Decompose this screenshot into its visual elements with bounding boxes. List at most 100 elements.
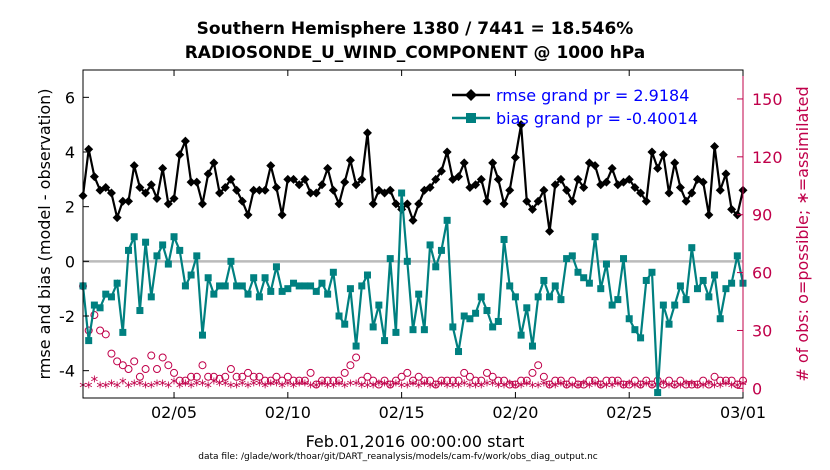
obs-possible-marker — [192, 372, 201, 381]
obs-possible-marker — [204, 372, 213, 381]
obs-assimilated-marker: * — [694, 378, 702, 396]
rmse-point — [197, 199, 207, 209]
rmse-point — [180, 136, 190, 146]
obs-assimilated-marker: * — [665, 378, 673, 396]
obs-possible-marker — [482, 368, 491, 377]
obs-assimilated-marker: * — [460, 376, 468, 394]
legend-bias-label: bias grand pr = -0.40014 — [496, 109, 698, 128]
rmse-point — [471, 180, 481, 190]
rmse-point — [704, 210, 714, 220]
obs-possible-marker — [323, 376, 332, 385]
bias-point — [540, 276, 548, 284]
obs-assimilated-marker: * — [375, 376, 383, 394]
bias-point — [324, 290, 332, 298]
obs-assimilated-marker: * — [421, 376, 429, 394]
bias-point — [534, 293, 542, 301]
bias-point — [580, 274, 588, 282]
bias-point — [170, 233, 178, 241]
right-tick-label: 60 — [752, 264, 772, 283]
x-tick-label: 02/15 — [379, 403, 425, 422]
data-file-footnote: data file: /glade/work/thoar/git/DART_re… — [198, 452, 598, 462]
rmse-point — [220, 183, 230, 193]
obs-assimilated-marker: * — [330, 378, 338, 396]
bias-point — [233, 282, 241, 290]
bias-point — [665, 320, 673, 328]
rmse-point — [283, 174, 293, 184]
bias-point — [136, 307, 144, 315]
rmse-point — [101, 183, 111, 193]
obs-possible-marker — [585, 376, 594, 385]
obs-possible-marker — [665, 376, 674, 385]
obs-assimilated-marker: * — [267, 376, 275, 394]
obs-assimilated-marker: * — [563, 378, 571, 396]
obs-assimilated-marker: * — [113, 378, 121, 396]
obs-possible-marker — [135, 372, 144, 381]
left-tick-label: -2 — [59, 307, 75, 326]
obs-possible-marker — [386, 380, 395, 389]
obs-assimilated-marker: * — [455, 378, 463, 396]
obs-possible-marker — [522, 376, 531, 385]
bias-point — [119, 328, 127, 336]
bias-point — [551, 282, 559, 290]
obs-possible-marker — [147, 351, 156, 360]
left-tick-label: 0 — [65, 252, 75, 271]
obs-possible-marker — [300, 376, 309, 385]
obs-possible-marker — [198, 361, 207, 370]
rmse-point — [89, 172, 99, 182]
obs-assimilated-marker: * — [637, 378, 645, 396]
rmse-point — [562, 185, 572, 195]
rmse-point — [425, 183, 435, 193]
obs-assimilated-marker: * — [597, 378, 605, 396]
obs-assimilated-marker: * — [472, 378, 480, 396]
bias-point — [147, 293, 155, 301]
obs-assimilated-marker: * — [119, 375, 127, 393]
x-tick-label: 03/01 — [720, 403, 766, 422]
rmse-point — [129, 161, 139, 171]
obs-assimilated-marker: * — [210, 375, 218, 393]
bias-point — [455, 348, 463, 356]
obs-possible-marker — [630, 376, 639, 385]
obs-possible-marker — [141, 365, 150, 374]
bias-point — [250, 274, 258, 282]
bias-point — [403, 257, 411, 265]
bias-point — [688, 244, 696, 252]
bias-point — [415, 290, 423, 298]
obs-possible-marker — [369, 376, 378, 385]
rmse-point — [647, 147, 657, 157]
rmse-point — [215, 188, 225, 198]
obs-assimilated-marker: * — [404, 378, 412, 396]
bias-point — [711, 271, 719, 279]
rmse-point — [351, 180, 361, 190]
obs-assimilated-marker: * — [540, 376, 548, 394]
legend-rmse-marker — [465, 89, 477, 101]
obs-assimilated-marker: * — [318, 376, 326, 394]
bias-point — [523, 304, 531, 312]
obs-assimilated-marker: * — [688, 376, 696, 394]
obs-assimilated-marker: * — [261, 378, 269, 396]
obs-possible-marker — [420, 376, 429, 385]
rmse-point — [522, 196, 532, 206]
bias-point — [267, 287, 275, 295]
rmse-point — [232, 185, 242, 195]
rmse-point — [658, 150, 668, 160]
obs-possible-marker — [534, 361, 543, 370]
obs-assimilated-marker: * — [130, 376, 138, 394]
rmse-point — [442, 147, 452, 157]
legend-rmse-label: rmse grand pr = 2.9184 — [496, 86, 689, 105]
bias-point — [676, 282, 684, 290]
obs-possible-marker — [403, 368, 412, 377]
bias-point — [506, 282, 514, 290]
bias-point — [591, 233, 599, 241]
bias-point — [642, 276, 650, 284]
bias-point — [255, 293, 263, 301]
rmse-point — [590, 161, 600, 171]
obs-possible-marker — [676, 376, 685, 385]
obs-assimilated-marker: * — [449, 378, 457, 396]
bias-point — [312, 287, 320, 295]
obs-possible-marker — [312, 380, 321, 389]
obs-possible-marker — [562, 380, 571, 389]
obs-assimilated-marker: * — [620, 378, 628, 396]
obs-assimilated-marker: * — [557, 376, 565, 394]
obs-possible-marker — [704, 380, 713, 389]
